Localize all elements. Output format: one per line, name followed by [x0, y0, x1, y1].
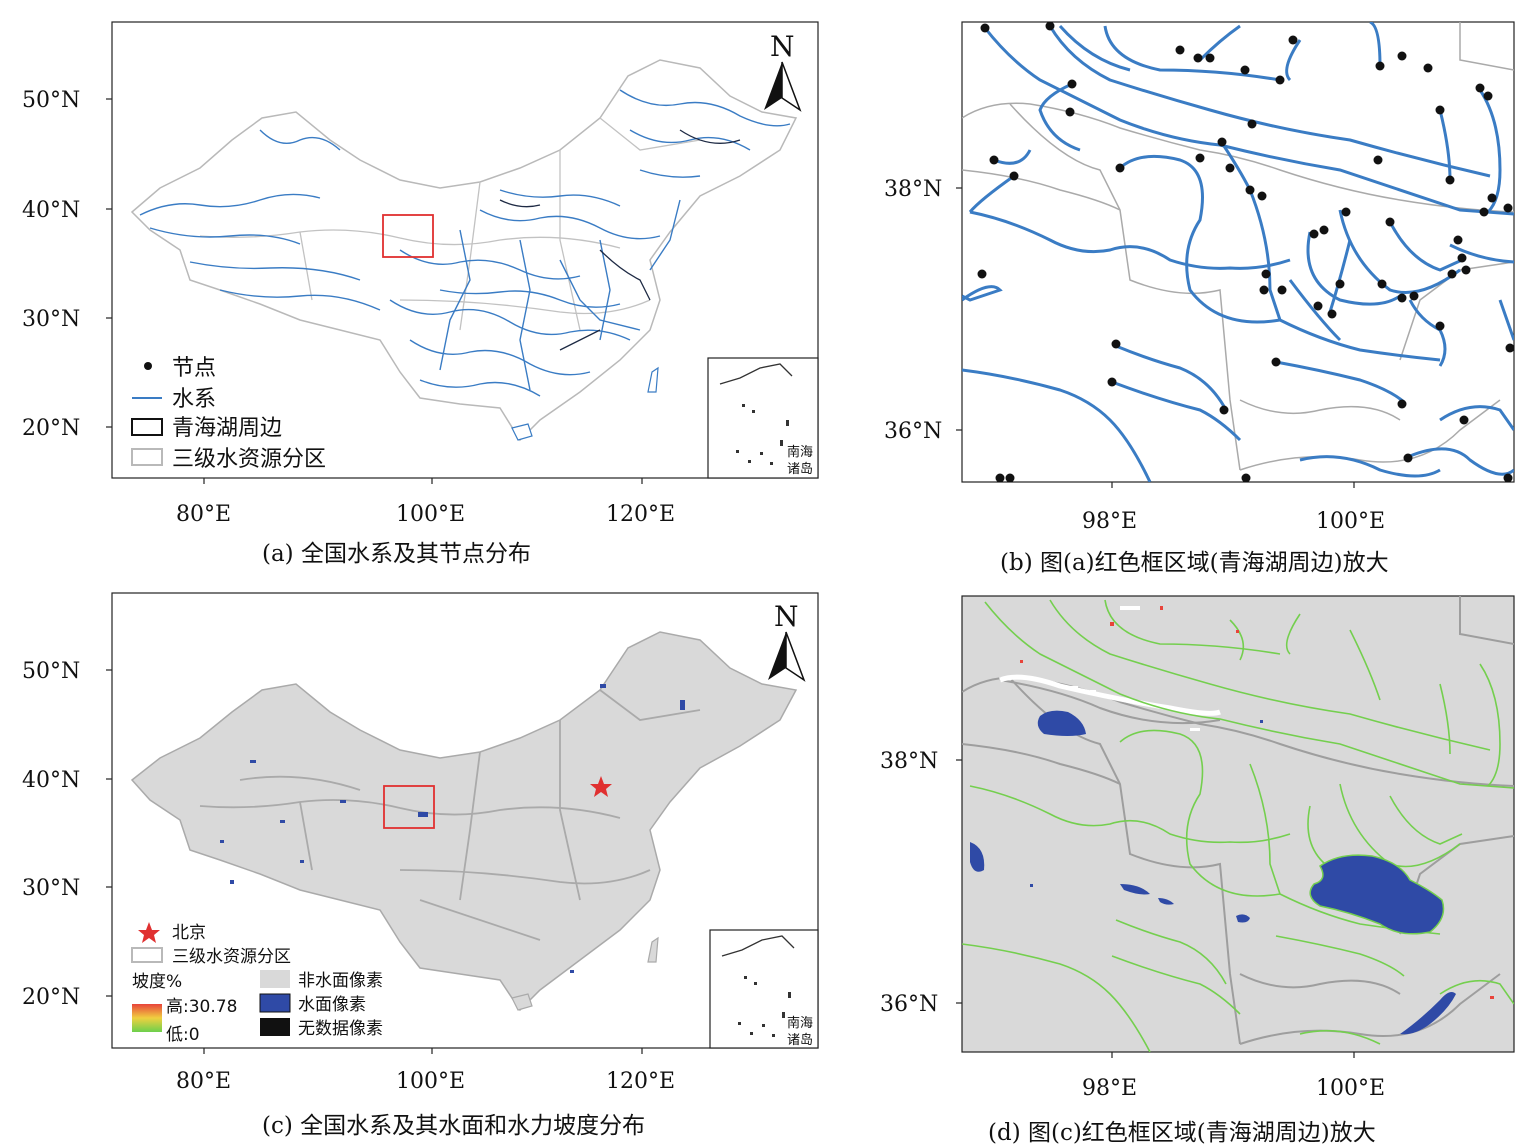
lat-label: 50°N: [22, 659, 80, 684]
lon-axis-a: [203, 478, 643, 484]
svg-text:N: N: [770, 30, 795, 63]
hainan-a: [511, 423, 533, 441]
panel-d-frame: [961, 595, 1515, 1053]
lon-label: 80°E: [176, 1069, 231, 1094]
caption-d: (d) 图(c)红色框区域(青海湖周边)放大: [988, 1120, 1376, 1146]
lat-label: 30°N: [22, 307, 80, 332]
legend-water: 水面像素: [298, 995, 366, 1015]
lat-label: 36°N: [880, 992, 938, 1017]
legend-river: 水系: [172, 387, 216, 412]
panel-b-frame: [961, 21, 1515, 483]
white-patches-d: [1070, 606, 1200, 731]
taiwan-a: [647, 366, 659, 393]
lat-axis-d: [956, 759, 962, 1004]
lon-label: 100°E: [1316, 1076, 1385, 1101]
lon-label: 120°E: [606, 1069, 675, 1094]
legend-node: 节点: [172, 356, 216, 381]
lat-label: 40°N: [22, 198, 80, 223]
lat-axis-c: [106, 669, 112, 997]
river-lines-d: [962, 599, 1514, 1052]
inset-label-2: 诸岛: [787, 1032, 813, 1048]
lat-label: 50°N: [22, 88, 80, 113]
lat-label: 30°N: [22, 876, 80, 901]
red-box-a: [382, 214, 434, 258]
inset-south-china-sea-a: 南海 诸岛: [707, 357, 819, 479]
lon-axis-c: [203, 1048, 643, 1054]
inset-label-1: 南海: [787, 444, 813, 460]
zone-boundaries-c: [199, 689, 701, 941]
panel-d: 38°N 36°N 98°E 100°E (d) 图(c)红色框区域(青海湖周边…: [880, 595, 1515, 1146]
lat-axis-b: [956, 187, 962, 431]
legend-a: 节点 水系 青海湖周边 三级水资源分区: [131, 356, 326, 472]
legend-c: 北京 三级水资源分区 坡度% 高:30.78 低:0 非水面像素 水面像素 无数…: [131, 922, 383, 1045]
legend-slope-low: 低:0: [166, 1025, 200, 1045]
china-land-c: [130, 631, 798, 1012]
river-network-a-dark: [499, 129, 741, 351]
legend-zone: 三级水资源分区: [172, 947, 291, 967]
lon-label: 120°E: [606, 502, 675, 527]
slope-hotspots-d: [1020, 606, 1494, 999]
legend-slope-high: 高:30.78: [166, 997, 237, 1017]
lat-label: 38°N: [884, 177, 942, 202]
lon-label: 100°E: [1316, 509, 1385, 534]
caption-c: (c) 全国水系及其水面和水力坡度分布: [262, 1113, 645, 1139]
zone-boundaries-b: [962, 22, 1514, 471]
lake-rim-d: [999, 674, 1221, 716]
inset-label-1: 南海: [787, 1015, 813, 1031]
lon-label: 100°E: [396, 502, 465, 527]
lat-label: 20°N: [22, 985, 80, 1010]
lat-label: 38°N: [880, 749, 938, 774]
beijing-star: [590, 776, 612, 797]
caption-b: (b) 图(a)红色框区域(青海湖周边)放大: [1000, 550, 1389, 576]
caption-a: (a) 全国水系及其节点分布: [262, 541, 531, 567]
north-arrow-a: N: [764, 30, 802, 112]
lon-axis-b: [1111, 482, 1355, 488]
lon-axis-d: [1111, 1052, 1355, 1058]
legend-slope-title: 坡度%: [132, 972, 182, 992]
water-pixels-c: [220, 684, 685, 973]
taiwan-c: [647, 936, 659, 963]
legend-beijing: 北京: [172, 923, 206, 943]
inset-south-china-sea-c: 南海 诸岛: [709, 929, 819, 1049]
legend-nonwater: 非水面像素: [298, 971, 383, 991]
lat-label: 40°N: [22, 768, 80, 793]
zone-boundaries-d: [962, 596, 1514, 1045]
hainan-c: [511, 993, 533, 1011]
water-bodies-d: [970, 710, 1456, 1035]
nodes-b: [977, 22, 1514, 482]
lat-axis-a: [106, 98, 112, 428]
lon-label: 100°E: [396, 1069, 465, 1094]
lon-label: 80°E: [176, 502, 231, 527]
lat-label: 20°N: [22, 416, 80, 441]
river-network-a: [139, 89, 791, 397]
panel-a: 南海 诸岛 N 50°N 40°N 30°N 20°N 80°E 100°E 1…: [22, 21, 819, 567]
svg-text:N: N: [774, 600, 799, 633]
red-box-c: [383, 785, 435, 829]
legend-zone: 三级水资源分区: [172, 447, 326, 472]
lon-label: 98°E: [1082, 1076, 1137, 1101]
panel-b: 38°N 36°N 98°E 100°E (b) 图(a)红色框区域(青海湖周边…: [884, 21, 1515, 576]
north-arrow-c: N: [768, 600, 806, 682]
lon-label: 98°E: [1082, 509, 1137, 534]
legend-qhl: 青海湖周边: [172, 416, 282, 441]
inset-label-2: 诸岛: [787, 461, 813, 477]
legend-nodata: 无数据像素: [298, 1019, 383, 1039]
lat-label: 36°N: [884, 419, 942, 444]
panel-c: 南海 诸岛 N 50°N 40°N 30°N 20°N 80°E 100°E 1…: [22, 592, 819, 1139]
